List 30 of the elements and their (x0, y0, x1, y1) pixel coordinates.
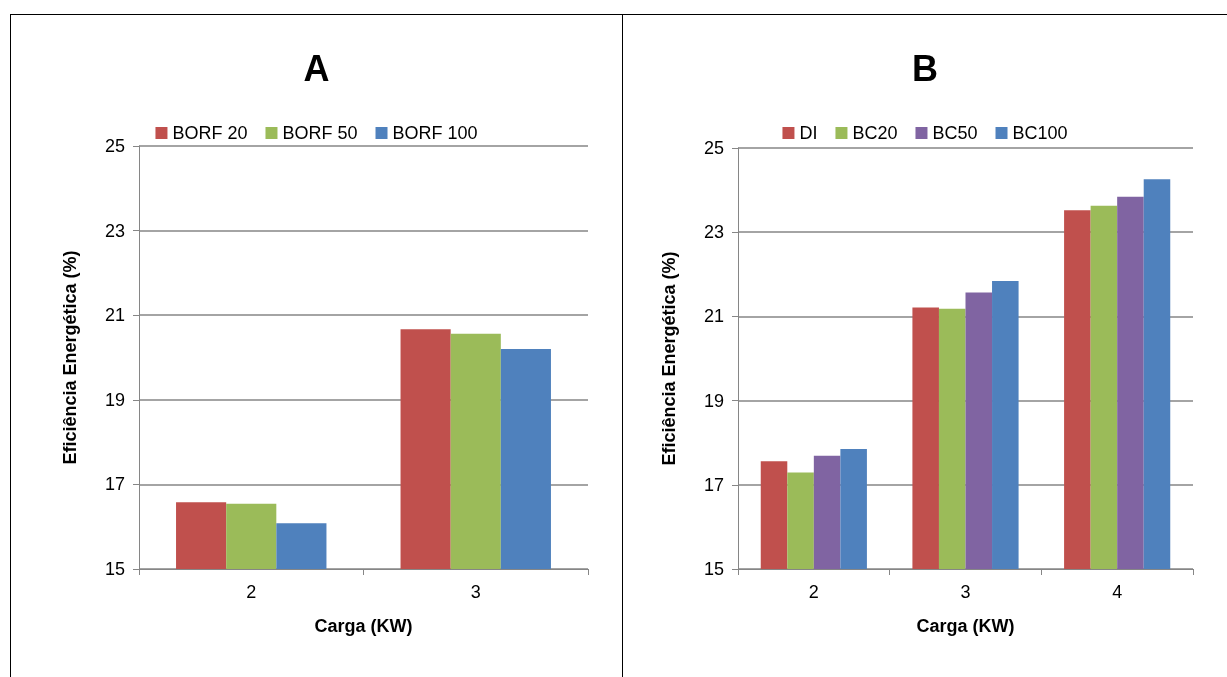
x-tick-label: 2 (808, 582, 819, 602)
y-tick-label: 17 (104, 474, 125, 495)
x-axis-title: Carga (KW) (916, 616, 1015, 636)
legend-label: BC100 (1012, 123, 1068, 143)
legend-label: BORF 50 (282, 123, 358, 143)
legend-label: BORF 100 (392, 123, 478, 143)
chart-title: A (303, 47, 330, 89)
y-tick-label: 19 (104, 389, 125, 410)
y-tick-label: 19 (703, 390, 724, 411)
x-tick-label: 3 (960, 582, 971, 602)
legend-label: BC20 (852, 123, 898, 143)
y-tick-label: 23 (703, 222, 724, 243)
x-tick-label: 2 (246, 582, 257, 602)
y-tick-label: 25 (104, 136, 125, 156)
x-tick-label: 3 (470, 582, 481, 602)
y-tick-label: 17 (703, 474, 724, 495)
y-tick-label: 23 (104, 220, 125, 241)
y-tick-label: 21 (104, 305, 125, 326)
x-axis-title: Carga (KW) (314, 616, 413, 636)
legend-label: BC50 (932, 123, 978, 143)
x-tick-label: 4 (1112, 582, 1123, 602)
y-tick-label: 15 (703, 559, 724, 579)
y-tick-label: 15 (104, 559, 125, 579)
legend-label: BORF 20 (172, 123, 248, 143)
legend-label: DI (799, 123, 818, 143)
chart-title: B (912, 47, 938, 89)
y-axis-title: Eficiência Energética (%) (659, 251, 679, 466)
y-tick-label: 25 (703, 138, 724, 158)
y-axis-title: Eficiência Energética (%) (60, 250, 80, 465)
y-tick-label: 21 (703, 306, 724, 327)
